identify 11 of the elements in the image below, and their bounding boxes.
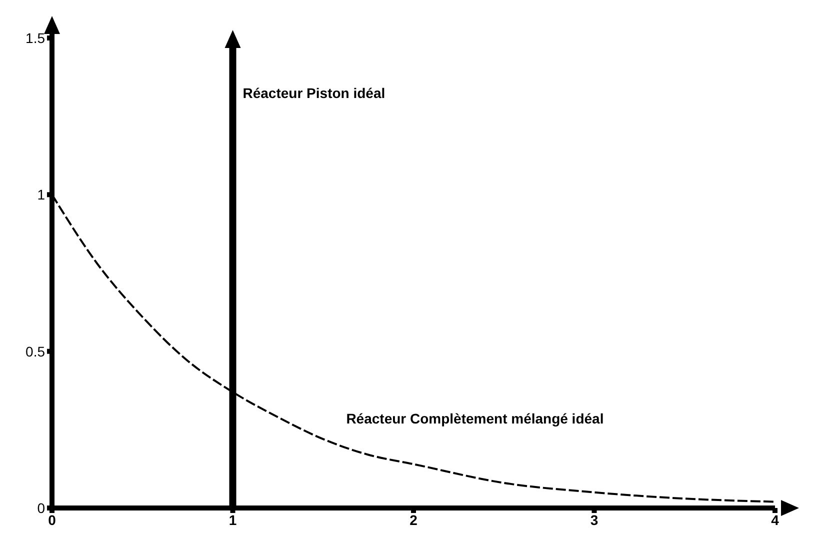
y-tick-label: 1: [37, 186, 46, 203]
x-tick-label: 3: [590, 512, 598, 528]
y-tick-label: 1.5: [26, 30, 46, 46]
y-tick-label: 0.5: [26, 343, 46, 360]
x-tick-label: 2: [410, 512, 418, 528]
x-tick-label: 4: [771, 512, 780, 528]
ref-line-label: Réacteur Piston idéal: [242, 85, 386, 101]
x-tick-label: 0: [48, 512, 56, 528]
series-label: Réacteur Complètement mélangé idéal: [346, 410, 604, 427]
x-tick-label: 1: [228, 512, 237, 528]
y-tick-label: 0: [37, 500, 46, 516]
